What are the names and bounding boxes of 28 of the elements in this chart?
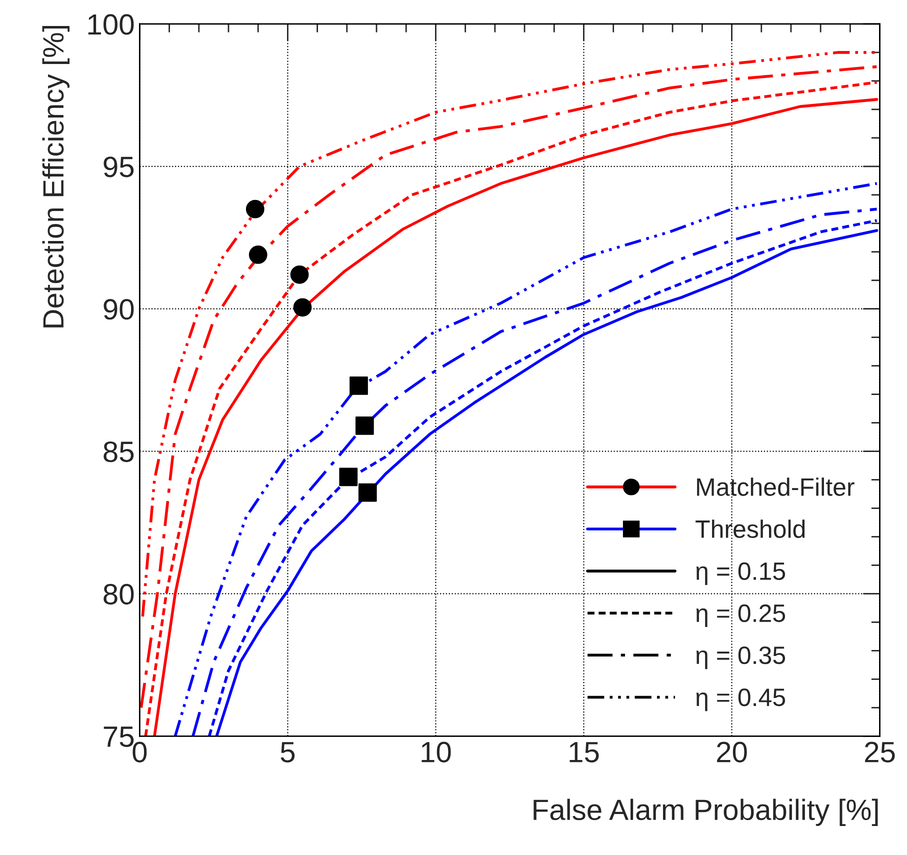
point xyxy=(339,468,358,486)
annotation: η = 0.45 xyxy=(696,688,786,712)
y-tick-label: 75 xyxy=(104,726,134,748)
x-axis-title: False Alarm Probability [%] xyxy=(534,798,878,826)
y-tick-label: 100 xyxy=(88,14,134,35)
y-tick-label: 80 xyxy=(104,584,134,605)
x-tick-label: 10 xyxy=(422,742,451,762)
point xyxy=(293,298,312,317)
point xyxy=(290,265,309,284)
annotation: η = 0.25 xyxy=(696,604,786,628)
annotation: η = 0.35 xyxy=(696,646,786,670)
x-tick-label: 20 xyxy=(717,742,747,762)
point xyxy=(246,200,264,218)
x-tick-label: 0 xyxy=(132,742,147,762)
y-axis-title: Detection Efficiency [%] xyxy=(42,26,70,328)
legend-label: Matched-Filter xyxy=(697,478,854,496)
point xyxy=(355,416,374,435)
legend-label: Threshold xyxy=(696,520,805,538)
y-tick-label: 90 xyxy=(104,299,134,320)
point xyxy=(358,483,377,502)
x-tick-label: 15 xyxy=(570,742,599,762)
annotation: η = 0.15 xyxy=(696,562,786,585)
point xyxy=(350,376,368,395)
x-tick-label: 25 xyxy=(865,742,895,762)
y-tick-label: 85 xyxy=(104,441,134,462)
x-tick-label: 5 xyxy=(280,742,295,762)
y-tick-label: 95 xyxy=(104,156,134,178)
point xyxy=(248,246,268,264)
